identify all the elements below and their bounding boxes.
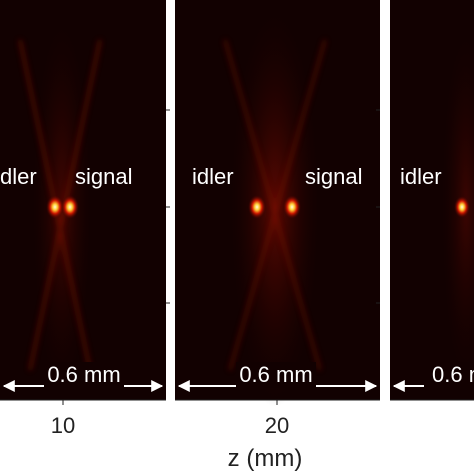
scale-label: 0.6 mm (239, 362, 312, 387)
panel-label: idler (192, 164, 234, 189)
panel-label: signal (305, 164, 362, 189)
panel: idler signal 0.6 mm (175, 0, 380, 407)
scale-label: 0.6 mm (432, 362, 474, 387)
panel-label: dler (0, 164, 37, 189)
x-axis-label: z (mm) (228, 445, 303, 472)
panel: dler signal 0.6 mm (0, 0, 166, 400)
frame-ticks (0, 109, 474, 405)
panel-label: signal (75, 164, 132, 189)
x-tick-label: 20 (265, 413, 289, 438)
x-tick-label: 10 (51, 413, 75, 438)
panel-label: idler (400, 164, 442, 189)
panel: idler 0.6 mm (390, 0, 474, 400)
scale-label: 0.6 mm (47, 362, 120, 387)
